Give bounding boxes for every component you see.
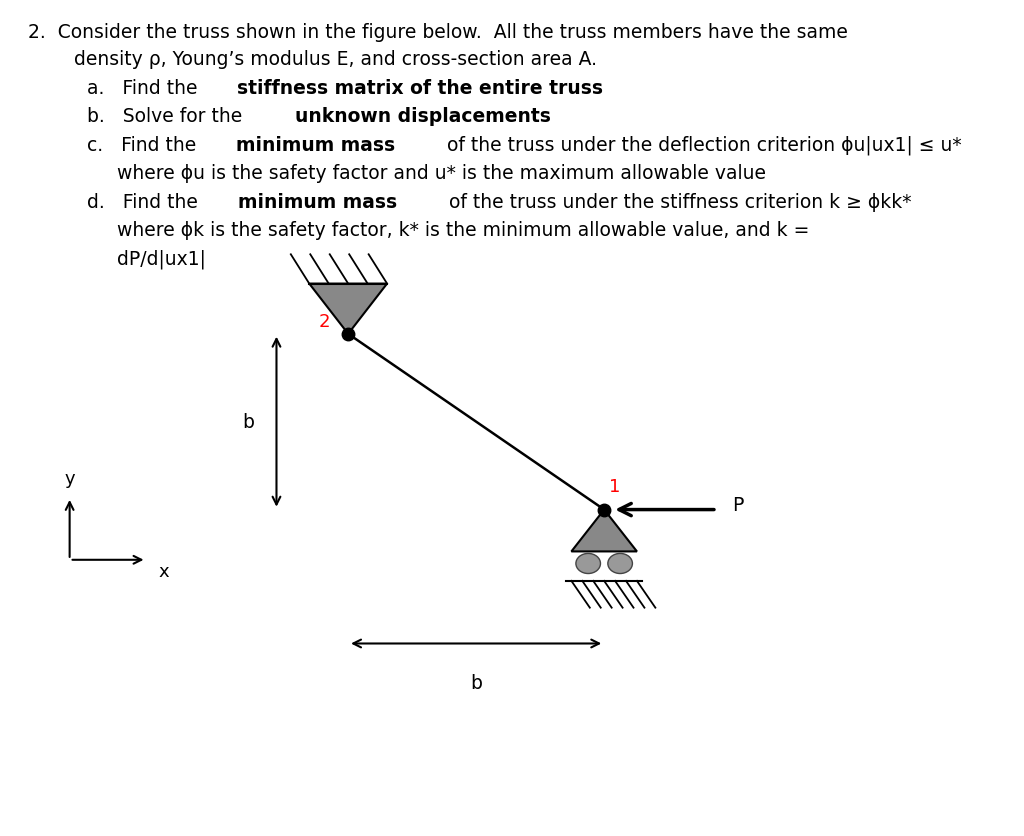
- Ellipse shape: [608, 553, 633, 573]
- Text: minimum mass: minimum mass: [236, 135, 395, 155]
- Text: x: x: [159, 563, 169, 581]
- Polygon shape: [309, 284, 387, 334]
- Text: b: b: [242, 413, 254, 431]
- Text: b.   Solve for the: b. Solve for the: [87, 107, 248, 126]
- Text: where ϕu is the safety factor and u* is the maximum allowable value: where ϕu is the safety factor and u* is …: [117, 164, 766, 183]
- Text: d.   Find the: d. Find the: [87, 192, 204, 212]
- Text: 1: 1: [609, 477, 621, 495]
- Text: density ρ, Young’s modulus E, and cross-section area A.: density ρ, Young’s modulus E, and cross-…: [74, 50, 597, 69]
- Text: a.   Find the: a. Find the: [87, 79, 204, 98]
- Text: P: P: [732, 496, 743, 514]
- Text: b: b: [470, 673, 482, 692]
- Text: of the truss under the stiffness criterion k ≥ ϕkk*: of the truss under the stiffness criteri…: [443, 192, 911, 212]
- Text: unknown displacements: unknown displacements: [295, 107, 551, 126]
- Text: stiffness matrix of the entire truss: stiffness matrix of the entire truss: [238, 79, 603, 98]
- Text: dP/d|ux1|: dP/d|ux1|: [117, 249, 206, 268]
- Ellipse shape: [575, 553, 600, 573]
- Polygon shape: [571, 510, 637, 552]
- Text: where ϕk is the safety factor, k* is the minimum allowable value, and k =: where ϕk is the safety factor, k* is the…: [117, 221, 809, 240]
- Text: y: y: [65, 469, 75, 487]
- Text: 2: 2: [318, 312, 330, 330]
- Text: of the truss under the deflection criterion ϕu|ux1| ≤ u*: of the truss under the deflection criter…: [441, 135, 962, 155]
- Text: 2.  Consider the truss shown in the figure below.  All the truss members have th: 2. Consider the truss shown in the figur…: [28, 23, 848, 43]
- Text: minimum mass: minimum mass: [238, 192, 397, 212]
- Text: c.   Find the: c. Find the: [87, 135, 203, 155]
